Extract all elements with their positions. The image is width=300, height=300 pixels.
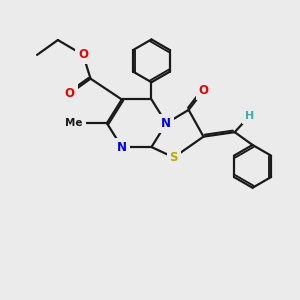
Text: Me: Me: [65, 118, 83, 128]
Text: H: H: [245, 111, 254, 121]
Text: O: O: [65, 87, 75, 100]
Text: O: O: [78, 48, 88, 62]
Text: N: N: [161, 117, 171, 130]
Text: O: O: [199, 84, 208, 97]
Text: S: S: [169, 151, 178, 164]
Text: N: N: [117, 140, 127, 154]
